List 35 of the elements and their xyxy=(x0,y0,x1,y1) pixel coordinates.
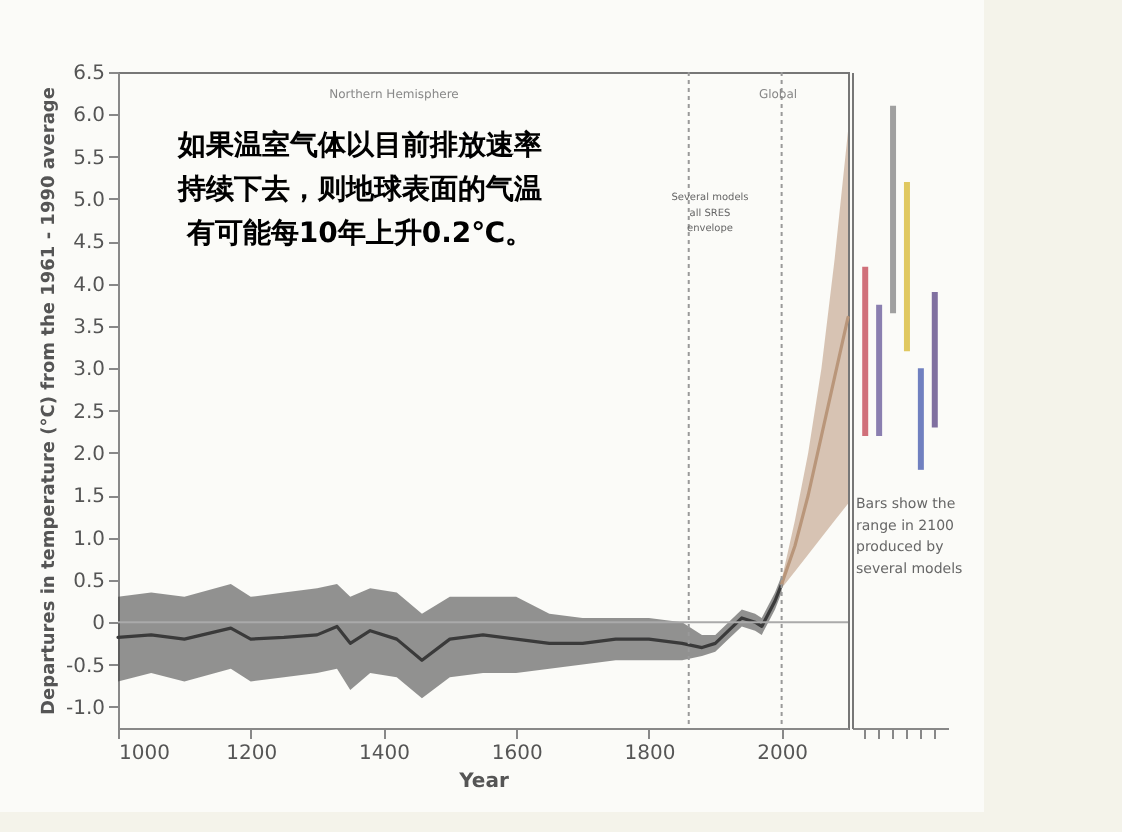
y-tick-label: -0.5 xyxy=(65,655,105,678)
y-tick-label: 0.5 xyxy=(73,570,105,593)
bar xyxy=(876,304,883,436)
x-tick-label: 2000 xyxy=(757,743,809,765)
bar xyxy=(931,292,938,428)
bar xyxy=(862,266,869,436)
y-tick-label: 6.0 xyxy=(73,105,105,128)
y-tick-label: 2.5 xyxy=(73,401,105,424)
annotation: 持续下去，则地球表面的气温 xyxy=(176,174,542,206)
y-tick-label: 2.0 xyxy=(73,443,105,466)
y-axis-title: Departures in temperature (°C) from the 1961 - 1990 average xyxy=(39,87,60,715)
y-tick-label: -1.0 xyxy=(65,697,105,720)
y-tick-label: 6.5 xyxy=(73,63,105,85)
y-tick-label: 5.0 xyxy=(73,189,105,212)
bar xyxy=(917,368,924,470)
y-tick-label: 4.0 xyxy=(73,274,105,297)
bar xyxy=(890,105,897,314)
x-tick-label: 1400 xyxy=(359,743,410,765)
line-series xyxy=(116,582,784,662)
x-axis-title: Year xyxy=(457,771,509,793)
y-tick-label: 0 xyxy=(92,613,105,636)
y-tick-label: 1.0 xyxy=(73,528,105,551)
bar xyxy=(903,182,910,352)
annotation: 有可能每10年上升0.2℃。 xyxy=(184,216,534,250)
annotation: 如果温室气体以目前排放速率 xyxy=(176,128,542,162)
x-tick-label: 1600 xyxy=(491,743,543,765)
y-tick-label: 5.5 xyxy=(73,147,105,170)
line-series xyxy=(780,315,850,586)
y-tick-label: 3.0 xyxy=(73,359,105,382)
x-tick-label: 1200 xyxy=(226,743,278,765)
x-tick-label: 1000 xyxy=(119,743,170,765)
y-tick-label: 1.5 xyxy=(73,486,105,509)
y-tick-label: 4.5 xyxy=(73,232,105,255)
x-tick-label: 1800 xyxy=(624,743,676,765)
y-tick-label: 3.5 xyxy=(73,316,105,339)
